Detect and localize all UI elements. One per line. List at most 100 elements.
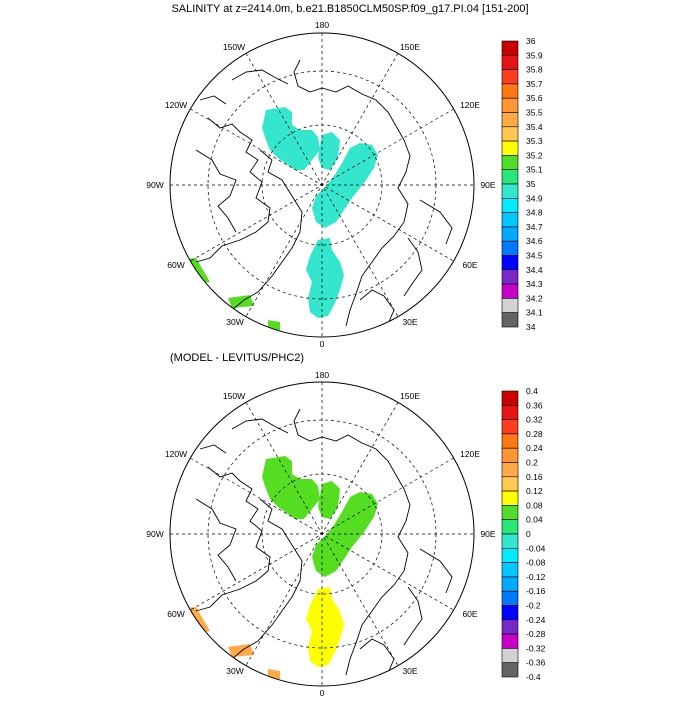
difference-region-fram-strait	[306, 587, 344, 667]
colorbar-label: 35.2	[526, 150, 543, 160]
colorbar-label: 35.1	[526, 165, 543, 175]
colorbar-label: 34.7	[526, 222, 543, 232]
colorbar-swatch	[501, 419, 519, 435]
colorbar-swatch	[501, 183, 519, 199]
colorbar-label: 0.32	[526, 415, 543, 425]
colorbar-swatch	[501, 648, 519, 664]
colorbar-swatch	[501, 505, 519, 520]
lon-label: 150W	[223, 42, 245, 52]
colorbar-label: 34.6	[526, 236, 543, 246]
colorbar-label: 0.08	[526, 500, 543, 510]
colorbar-label: 0.04	[526, 515, 543, 525]
colorbar-swatch	[501, 255, 519, 271]
colorbar-label: 35.9	[526, 50, 543, 60]
colorbar-swatch	[501, 140, 519, 156]
longitude-labels: 180 150E 120E 90E 60E 30E 0 30W 60W 90W …	[146, 20, 496, 349]
map-boundary	[169, 381, 475, 687]
lon-label: 30E	[402, 666, 417, 676]
colorbar-label: 0.28	[526, 429, 543, 439]
colorbar-swatch	[501, 433, 519, 449]
coastlines	[195, 408, 453, 676]
lon-label: 150E	[400, 42, 420, 52]
salinity-region-canada-basin	[262, 107, 320, 170]
colorbar-swatch	[501, 298, 519, 313]
colorbar-swatch	[501, 226, 519, 242]
colorbar-swatch	[501, 283, 519, 299]
lon-label: 120W	[165, 449, 187, 459]
colorbar-swatch	[501, 605, 519, 621]
colorbar-swatch	[501, 562, 519, 578]
colorbar-label: -0.36	[526, 658, 546, 668]
colorbar-label: 0	[526, 529, 531, 539]
colorbar-label: -0.04	[526, 543, 546, 553]
lon-label: 30W	[226, 317, 243, 327]
colorbar-label: -0.32	[526, 643, 546, 653]
lon-label: 90W	[146, 529, 163, 539]
colorbar-label: 35.6	[526, 93, 543, 103]
colorbar-label: 34.8	[526, 208, 543, 218]
colorbar-swatch	[501, 476, 519, 492]
colorbar-swatch	[501, 576, 519, 592]
colorbar-swatch	[501, 547, 519, 563]
colorbar-swatch	[501, 54, 519, 70]
map-fill-regions	[172, 408, 453, 679]
colorbar-label: 35	[526, 179, 536, 189]
colorbar-swatch	[501, 462, 519, 478]
colorbar-label: -0.4	[526, 672, 541, 682]
colorbar-label: 34.3	[526, 279, 543, 289]
lon-label: 120E	[460, 100, 480, 110]
lon-label: 90E	[480, 529, 495, 539]
colorbar-swatch	[501, 590, 519, 606]
graticule	[170, 382, 474, 686]
difference-region-north-atlantic	[268, 669, 280, 679]
lon-label: 60W	[167, 609, 184, 619]
colorbar-label: -0.24	[526, 615, 546, 625]
map-fill-regions	[172, 59, 453, 330]
colorbar-label: 36	[526, 36, 536, 46]
graticule	[170, 33, 474, 337]
lon-label: 30E	[402, 317, 417, 327]
colorbar-swatch	[501, 390, 519, 406]
colorbar-swatch	[501, 447, 519, 463]
colorbar-swatch	[501, 404, 519, 420]
colorbar-swatch	[501, 97, 519, 113]
colorbar-swatch	[501, 40, 519, 56]
colorbar-label: -0.08	[526, 558, 546, 568]
difference-region-canada-basin	[262, 456, 320, 519]
colorbar-label: -0.16	[526, 586, 546, 596]
map-title: SALINITY at z=2414.0m, b.e21.B1850CLM50S…	[171, 3, 528, 15]
colorbar-label: 34.1	[526, 308, 543, 318]
lon-label: 150W	[223, 391, 245, 401]
colorbar-swatch	[501, 212, 519, 228]
lon-label: 60E	[462, 609, 477, 619]
colorbar-swatch	[501, 269, 519, 285]
lon-label: 90W	[146, 180, 163, 190]
lon-label: 150E	[400, 391, 420, 401]
colorbar-label: -0.12	[526, 572, 546, 582]
colorbar-label: 34.9	[526, 193, 543, 203]
colorbar: 0.4 0.36 0.32 0.28 0.24 0.2 0.16 0.12 0.08 0.04 0 -…	[501, 386, 546, 682]
colorbar-label: -0.2	[526, 601, 541, 611]
longitude-labels: 180 150E 120E 90E 60E 30E 0 30W 60W 90W …	[146, 370, 496, 698]
salinity-region-makarov	[318, 132, 340, 170]
colorbar-swatch	[501, 198, 519, 213]
colorbar-swatch	[501, 533, 519, 549]
colorbar-swatch	[501, 112, 519, 128]
colorbar-label: -0.28	[526, 629, 546, 639]
colorbar-label: 35.8	[526, 65, 543, 75]
lon-label: 120W	[165, 100, 187, 110]
colorbar-label: 34.5	[526, 251, 543, 261]
colorbar-swatch	[501, 169, 519, 185]
colorbar-label: 35.7	[526, 79, 543, 89]
lon-label: 90E	[480, 180, 495, 190]
colorbar-label: 34.4	[526, 265, 543, 275]
lon-label: 0	[320, 339, 325, 349]
colorbar-swatch	[501, 312, 519, 328]
map-boundary	[169, 32, 475, 338]
colorbar-label: 0.12	[526, 486, 543, 496]
map-bottom: (MODEL - LEVITUS/PHC2)	[146, 352, 545, 698]
colorbar-swatch	[501, 619, 519, 635]
difference-region-eurasian-basin	[312, 492, 378, 577]
colorbar-label: 35.3	[526, 136, 543, 146]
